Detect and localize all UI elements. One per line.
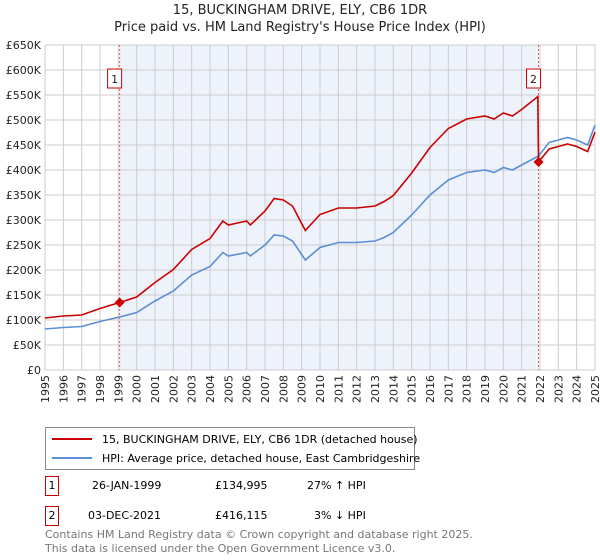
sale-label-box bbox=[107, 68, 123, 89]
sale-price: £416,115 bbox=[215, 509, 268, 522]
legend-swatch bbox=[52, 438, 92, 440]
sale-label: 1 bbox=[111, 73, 118, 86]
y-tick-label: £100K bbox=[6, 314, 42, 327]
x-tick-label: 2025 bbox=[589, 375, 600, 403]
sale-date: 26-JAN-1999 bbox=[92, 479, 162, 492]
x-tick-label: 2004 bbox=[204, 375, 217, 403]
x-tick-label: 2005 bbox=[222, 375, 235, 403]
chart-subtitle: Price paid vs. HM Land Registry's House … bbox=[114, 20, 486, 35]
x-tick-label: 2016 bbox=[424, 375, 437, 403]
x-tick-label: 1996 bbox=[57, 375, 70, 403]
y-tick-label: £400K bbox=[6, 164, 42, 177]
legend-swatch bbox=[52, 457, 92, 459]
x-tick-label: 1999 bbox=[112, 375, 125, 403]
legend-item-property: 15, BUCKINGHAM DRIVE, ELY, CB6 1DR (deta… bbox=[52, 431, 418, 447]
footer-copyright: Contains HM Land Registry data © Crown c… bbox=[45, 528, 473, 541]
footer-licence: This data is licensed under the Open Gov… bbox=[45, 542, 396, 555]
x-tick-label: 2006 bbox=[241, 375, 254, 403]
x-tick-label: 2011 bbox=[332, 375, 345, 403]
y-tick-label: £350K bbox=[6, 189, 42, 202]
sale-row-1: 1 26-JAN-1999 £134,995 27% ↑ HPI bbox=[45, 476, 445, 496]
x-tick-label: 2021 bbox=[516, 375, 529, 403]
x-tick-label: 2015 bbox=[406, 375, 419, 403]
legend-item-hpi: HPI: Average price, detached house, East… bbox=[52, 450, 420, 466]
x-tick-label: 1998 bbox=[94, 375, 107, 403]
sale-label-box bbox=[526, 68, 542, 89]
y-tick-label: £50K bbox=[13, 339, 42, 352]
x-tick-label: 2024 bbox=[571, 375, 584, 403]
x-tick-label: 2010 bbox=[314, 375, 327, 403]
sale-row-2: 2 03-DEC-2021 £416,115 3% ↓ HPI bbox=[45, 506, 445, 526]
x-tick-label: 2009 bbox=[296, 375, 309, 403]
sale-price: £134,995 bbox=[215, 479, 268, 492]
y-tick-label: £550K bbox=[6, 89, 42, 102]
y-tick-label: £250K bbox=[6, 239, 42, 252]
x-tick-label: 2001 bbox=[149, 375, 162, 403]
y-tick-label: £200K bbox=[6, 264, 42, 277]
legend: 15, BUCKINGHAM DRIVE, ELY, CB6 1DR (deta… bbox=[45, 427, 420, 470]
chart-title: 15, BUCKINGHAM DRIVE, ELY, CB6 1DR bbox=[172, 3, 428, 18]
y-tick-label: £600K bbox=[6, 64, 42, 77]
y-tick-label: £150K bbox=[6, 289, 42, 302]
hpi-line bbox=[44, 124, 596, 330]
x-tick-label: 2012 bbox=[351, 375, 364, 403]
legend-label: HPI: Average price, detached house, East… bbox=[102, 451, 421, 465]
sale-date: 03-DEC-2021 bbox=[88, 509, 162, 522]
x-tick-label: 2017 bbox=[442, 375, 455, 403]
x-tick-label: 2014 bbox=[387, 375, 400, 403]
sale-label: 2 bbox=[530, 73, 537, 86]
x-tick-label: 2007 bbox=[259, 375, 272, 403]
x-tick-label: 2018 bbox=[461, 375, 474, 403]
x-tick-label: 2019 bbox=[479, 375, 492, 403]
ownership-period-shade bbox=[119, 45, 539, 370]
legend-label: 15, BUCKINGHAM DRIVE, ELY, CB6 1DR (deta… bbox=[102, 432, 418, 446]
sale-marker-badge: 1 bbox=[45, 476, 59, 496]
y-tick-label: £300K bbox=[6, 214, 42, 227]
y-tick-label: £0 bbox=[27, 364, 41, 377]
x-tick-label: 2022 bbox=[534, 375, 547, 403]
property-line bbox=[44, 94, 596, 319]
sale-point bbox=[533, 156, 544, 167]
y-tick-label: £450K bbox=[6, 139, 42, 152]
y-tick-label: £650K bbox=[6, 39, 42, 52]
x-tick-label: 2023 bbox=[552, 375, 565, 403]
sale-marker-badge: 2 bbox=[45, 506, 59, 526]
x-tick-label: 1995 bbox=[39, 375, 52, 403]
plot-area: £0 £50K £100K £150K £200K £250K £300K £350K £400… bbox=[6, 39, 600, 403]
x-tick-label: 2000 bbox=[131, 375, 144, 403]
sale-point bbox=[114, 297, 125, 308]
x-tick-label: 2003 bbox=[186, 375, 199, 403]
x-tick-label: 2008 bbox=[277, 375, 290, 403]
sale-hpi-diff: 3% ↓ HPI bbox=[314, 509, 366, 522]
x-tick-label: 2002 bbox=[167, 375, 180, 403]
y-tick-label: £500K bbox=[6, 114, 42, 127]
sale-hpi-diff: 27% ↑ HPI bbox=[307, 479, 366, 492]
x-tick-label: 1997 bbox=[76, 375, 89, 403]
x-tick-label: 2020 bbox=[497, 375, 510, 403]
x-tick-label: 2013 bbox=[369, 375, 382, 403]
